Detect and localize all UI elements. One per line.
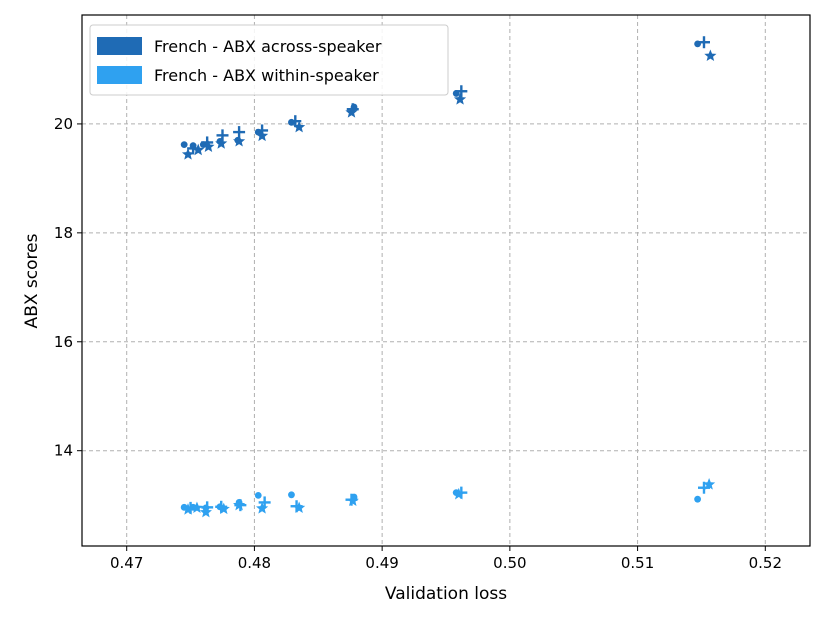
legend-swatch-across-speaker	[97, 37, 142, 55]
y-tick-label: 20	[54, 115, 73, 133]
y-tick-label: 14	[54, 442, 73, 460]
legend-label-across-speaker: French - ABX across-speaker	[154, 37, 382, 56]
data-point-star	[217, 502, 230, 515]
data-point-star	[199, 505, 212, 518]
data-point-star	[346, 494, 359, 506]
data-point-star	[181, 148, 195, 160]
data-point-circle	[254, 491, 262, 499]
data-point-plus	[216, 129, 229, 142]
data-point-star	[233, 498, 246, 511]
data-point-star	[293, 501, 306, 514]
grid-lines	[82, 15, 810, 546]
data-point-star	[345, 106, 358, 118]
y-axis-label: ABX scores	[22, 233, 42, 328]
axis-ticks: 0.47 0.48 0.49 0.50 0.51 0.52 14 16 18 20	[54, 115, 782, 572]
y-tick-label: 18	[54, 224, 73, 242]
data-point-circle	[180, 141, 188, 149]
x-tick-label: 0.50	[493, 554, 526, 572]
data-points	[180, 36, 717, 518]
data-point-circle	[694, 495, 702, 503]
data-point-star	[256, 129, 269, 142]
data-point-star	[181, 503, 195, 515]
legend-frame	[89, 24, 449, 96]
data-point-star	[452, 487, 465, 500]
data-point-star	[215, 137, 228, 149]
data-point-star	[256, 502, 269, 514]
plot-frame	[81, 14, 811, 547]
data-point-star	[233, 134, 246, 147]
y-tick-label: 16	[54, 333, 73, 351]
legend-swatch-within-speaker	[97, 66, 142, 84]
x-axis-label: Validation loss	[385, 584, 507, 604]
x-tick-label: 0.49	[365, 554, 398, 572]
legend-label-within-speaker: French - ABX within-speaker	[154, 66, 379, 85]
x-tick-label: 0.47	[110, 554, 143, 572]
x-tick-label: 0.52	[749, 554, 782, 572]
data-point-star	[704, 49, 717, 62]
data-point-star	[192, 143, 205, 156]
data-point-plus	[455, 85, 468, 98]
data-point-star	[453, 93, 467, 105]
data-point-star	[703, 478, 716, 490]
legend: French - ABX across-speaker French - ABX…	[89, 24, 449, 96]
data-point-star	[190, 501, 204, 514]
data-point-star	[293, 120, 306, 133]
data-point-star	[202, 140, 215, 152]
x-tick-label: 0.51	[621, 554, 654, 572]
data-point-circle	[288, 491, 295, 499]
data-point-plus	[697, 36, 710, 49]
x-tick-label: 0.48	[238, 554, 271, 572]
